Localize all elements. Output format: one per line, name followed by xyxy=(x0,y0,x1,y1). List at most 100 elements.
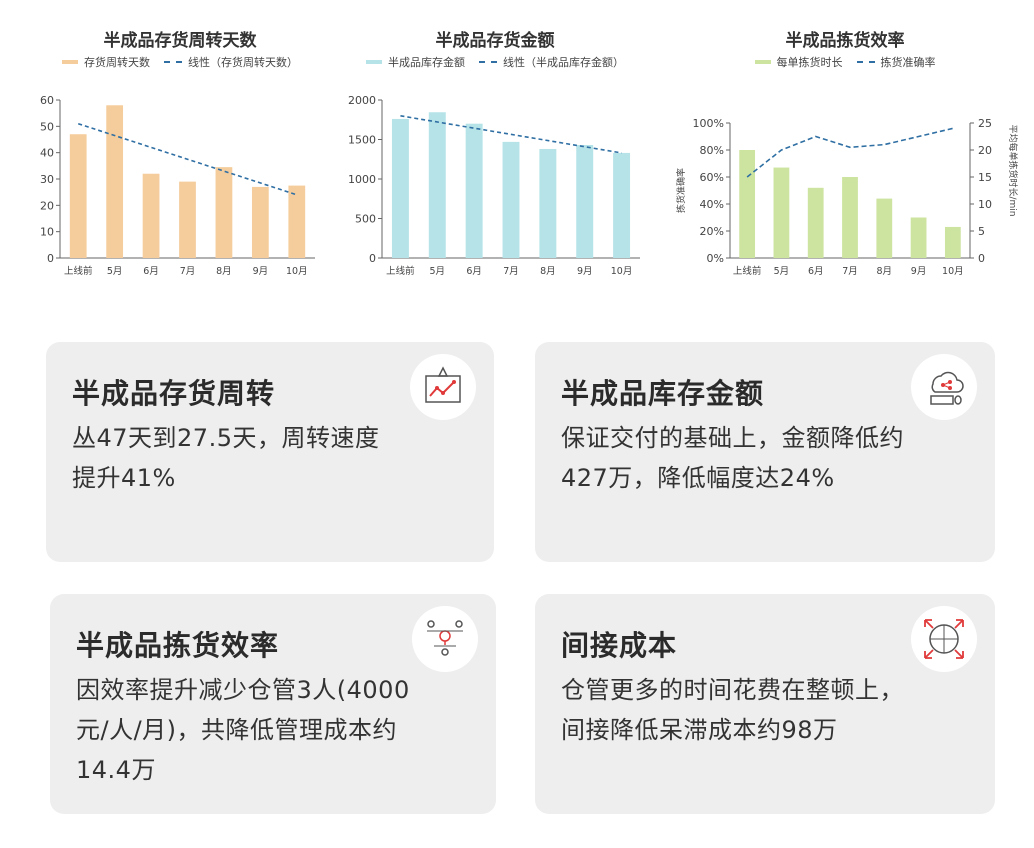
x-tick-label: 6月 xyxy=(808,266,824,277)
bar xyxy=(944,226,961,258)
card-indirect-cost: 间接成本 仓管更多的时间花费在整顿上， 间接降低呆滞成本约98万 xyxy=(535,594,995,814)
chart-plot: 0 10 20 30 40 50 60 上线前 5月 6月 7月 8月 9月 10月 xyxy=(40,94,315,277)
network-arrows-icon xyxy=(911,606,977,672)
bar xyxy=(613,152,631,258)
y-tick-label: 500 xyxy=(355,213,376,226)
chart-turnover-days: 半成品存货周转天数 存货周转天数 线性（存货周转天数） 0 10 20 30 40 50 6… xyxy=(30,18,330,278)
team-idea-icon xyxy=(412,606,478,672)
x-tick-label: 上线前 xyxy=(386,265,415,277)
legend-item-trend: 线性（半成品库存金额） xyxy=(479,54,624,70)
card-body: 因效率提升减少仓管3人(4000 元/人/月)，共降低管理成本约 14.4万 xyxy=(76,670,472,790)
legend-item-bars: 每单拣货时长 xyxy=(754,54,843,70)
legend-label: 线性（半成品库存金额） xyxy=(503,56,624,69)
legend-label: 每单拣货时长 xyxy=(776,56,843,69)
bar xyxy=(251,186,269,258)
bar xyxy=(910,217,927,258)
y2-tick-label: 0 xyxy=(978,252,985,265)
x-tick-label: 10月 xyxy=(942,266,964,277)
y-tick-label: 0% xyxy=(707,252,724,265)
bar xyxy=(179,181,196,258)
legend-label: 存货周转天数 xyxy=(84,56,150,69)
x-tick-label: 9月 xyxy=(911,266,927,277)
card-title: 半成品库存金额 xyxy=(561,377,765,410)
y-tick-label: 20% xyxy=(700,225,724,238)
y2-tick-label: 10 xyxy=(978,198,992,211)
x-tick-label: 8月 xyxy=(540,266,556,277)
x-tick-label: 8月 xyxy=(877,266,893,277)
y-tick-label: 10 xyxy=(40,226,54,239)
x-tick-label: 8月 xyxy=(216,266,232,277)
bar xyxy=(428,112,446,259)
y2-tick-label: 20 xyxy=(978,144,992,157)
legend-label: 拣货准确率 xyxy=(880,56,936,69)
bar xyxy=(739,150,756,258)
accuracy-line xyxy=(746,127,954,178)
bar xyxy=(69,134,87,258)
x-tick-label: 9月 xyxy=(577,266,593,277)
card-line: 丛47天到27.5天，周转速度 xyxy=(72,424,380,452)
bar xyxy=(539,148,557,258)
x-tick-label: 7月 xyxy=(503,266,519,277)
y-tick-label: 60 xyxy=(40,94,54,107)
legend-item-line: 拣货准确率 xyxy=(856,54,936,70)
card-title: 半成品存货周转 xyxy=(72,377,276,410)
card-inventory: 半成品库存金额 保证交付的基础上，金额降低约 427万，降低幅度达24% xyxy=(535,342,995,562)
y-tick-label: 0 xyxy=(369,252,376,265)
y-tick-label: 50 xyxy=(40,120,54,133)
card-picking: 半成品拣货效率 因效率提升减少仓管3人(4000 元/人/月)，共降低管理成本约… xyxy=(50,594,496,814)
card-turnover: 半成品存货周转 丛47天到27.5天，周转速度 提升41% xyxy=(46,342,494,562)
card-body: 丛47天到27.5天，周转速度 提升41% xyxy=(72,418,470,498)
bar xyxy=(288,185,306,258)
bar xyxy=(142,173,160,258)
card-title: 半成品拣货效率 xyxy=(76,629,280,662)
trend-line xyxy=(400,115,622,154)
card-line: 427万，降低幅度达24% xyxy=(561,464,835,492)
bar xyxy=(502,141,520,258)
trend-line xyxy=(77,122,298,196)
bar xyxy=(842,177,858,258)
y-axis-title: 拣货准确率 xyxy=(675,168,687,213)
y-tick-label: 1000 xyxy=(348,173,376,186)
chart-legend: 存货周转天数 线性（存货周转天数） xyxy=(30,54,330,70)
card-line: 14.4万 xyxy=(76,756,156,784)
bar xyxy=(807,187,824,258)
card-line: 因效率提升减少仓管3人(4000 xyxy=(76,676,410,704)
chart-plot: 0% 20% 40% 60% 80% 100% 上线前 5月 6月 7月 8月 9月 10月 0 5 10 15… xyxy=(675,117,1019,277)
y-tick-label: 60% xyxy=(700,171,724,184)
bar xyxy=(391,118,409,259)
y2-axis-title: 平均每单拣货时长/min xyxy=(1007,124,1019,216)
x-tick-label: 上线前 xyxy=(64,265,93,277)
card-body: 保证交付的基础上，金额降低约 427万，降低幅度达24% xyxy=(561,418,971,498)
card-line: 仓管更多的时间花费在整顿上， xyxy=(561,676,904,704)
x-tick-label: 5月 xyxy=(774,266,790,277)
y-tick-label: 80% xyxy=(700,144,724,157)
y2-tick-label: 5 xyxy=(978,225,985,238)
y-tick-label: 40 xyxy=(40,147,54,160)
card-line: 间接降低呆滞成本约98万 xyxy=(561,716,838,744)
legend-item-trend: 线性（存货周转天数） xyxy=(164,54,298,70)
x-tick-label: 10月 xyxy=(286,266,308,277)
bar xyxy=(576,145,594,258)
chart-title: 半成品存货周转天数 xyxy=(103,31,257,51)
x-tick-label: 9月 xyxy=(253,266,269,277)
rocket-growth-icon xyxy=(410,354,476,420)
card-line: 保证交付的基础上，金额降低约 xyxy=(561,424,904,452)
y-tick-label: 0 xyxy=(47,252,54,265)
x-tick-label: 上线前 xyxy=(733,265,762,277)
x-tick-label: 6月 xyxy=(143,266,159,277)
chart-legend: 每单拣货时长 拣货准确率 xyxy=(670,54,1020,70)
legend-label: 线性（存货周转天数） xyxy=(188,56,298,69)
chart-title: 半成品存货金额 xyxy=(435,31,555,51)
y-tick-label: 100% xyxy=(693,117,724,130)
card-line: 元/人/月)，共降低管理成本约 xyxy=(76,716,398,744)
y2-tick-label: 25 xyxy=(978,117,992,130)
bar xyxy=(876,198,893,258)
x-tick-label: 6月 xyxy=(466,266,482,277)
card-line: 提升41% xyxy=(72,464,176,492)
y-tick-label: 2000 xyxy=(348,94,376,107)
y-tick-label: 30 xyxy=(40,173,54,186)
chart-inventory-amount: 半成品存货金额 半成品库存金额 线性（半成品库存金额） 0 500 1000 1500… xyxy=(340,18,650,278)
x-tick-label: 5月 xyxy=(430,266,446,277)
x-tick-label: 10月 xyxy=(611,266,633,277)
bar xyxy=(465,123,483,258)
